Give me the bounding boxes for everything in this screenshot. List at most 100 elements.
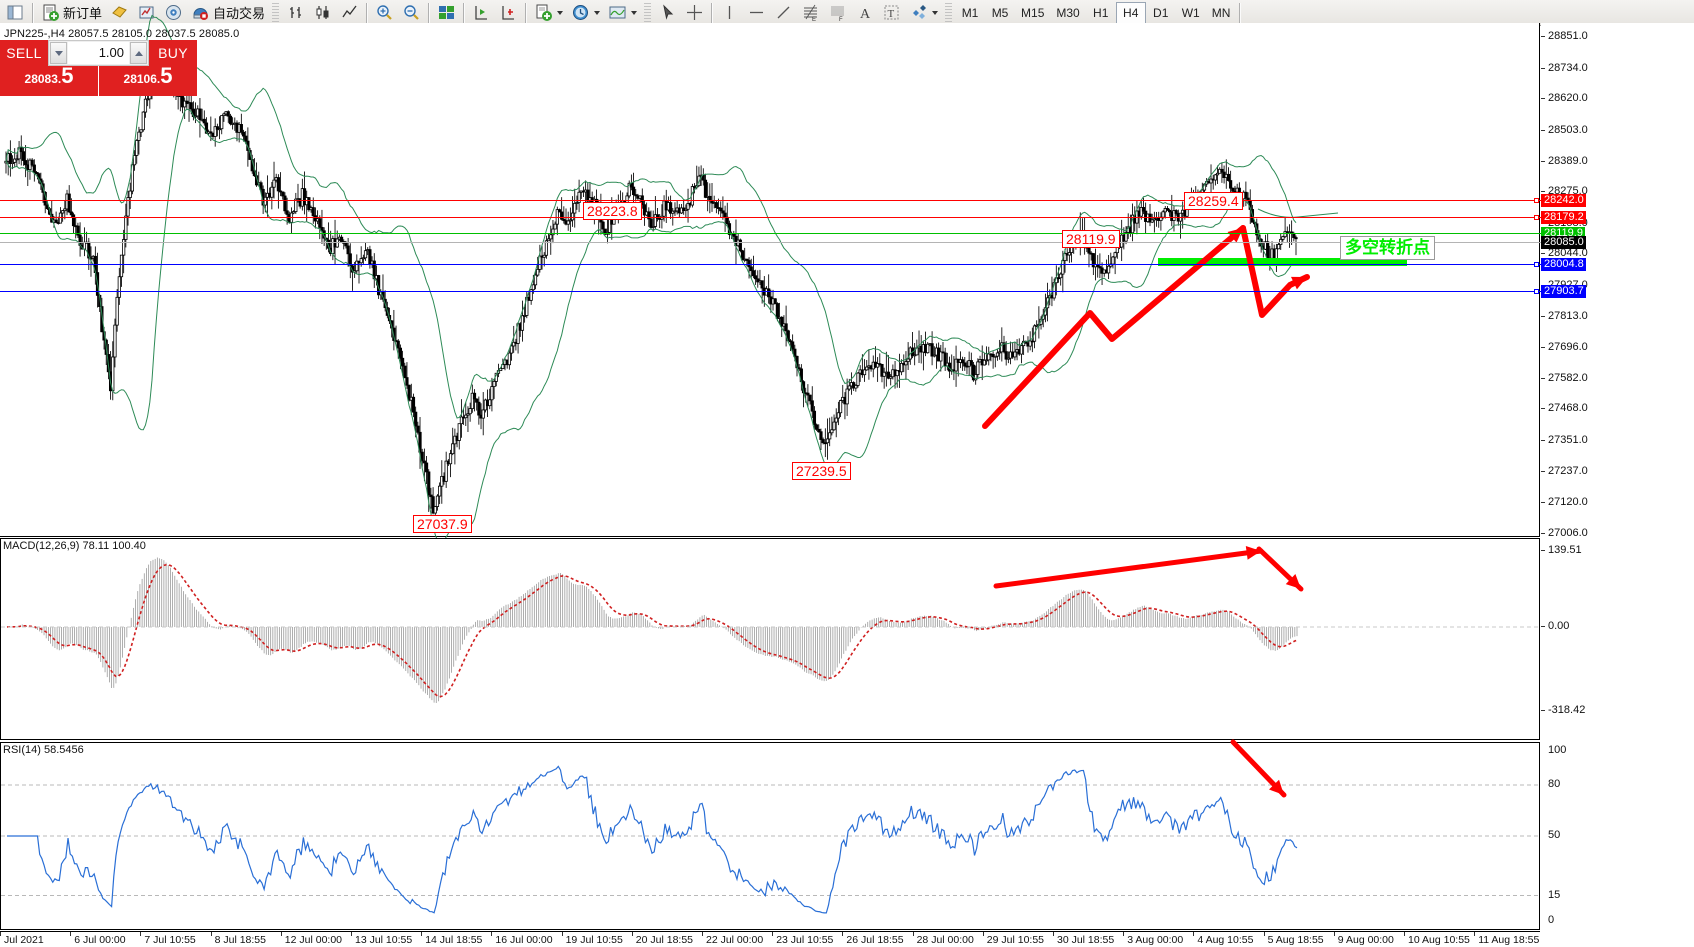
text-label-button[interactable]: A xyxy=(851,1,878,25)
new-order-button[interactable]: 新订单 xyxy=(37,1,106,25)
shapes-button[interactable] xyxy=(905,1,942,25)
macd-tick: 0.00 xyxy=(1541,620,1569,632)
level-anchor-handle[interactable] xyxy=(1534,198,1539,204)
grid-button[interactable] xyxy=(433,1,460,25)
timeframe-m15[interactable]: M15 xyxy=(1021,5,1045,20)
zoom-in-button[interactable] xyxy=(371,1,398,25)
toolbar-grip[interactable] xyxy=(272,2,280,23)
channel-button[interactable]: F xyxy=(824,1,851,25)
autotrading-icon xyxy=(191,3,210,22)
price-level-line[interactable] xyxy=(0,200,1541,202)
horizontal-line-button[interactable] xyxy=(743,1,770,25)
volume-decrement-button[interactable] xyxy=(50,42,67,64)
timeframe-m1[interactable]: M1 xyxy=(961,5,979,20)
volume-stepper[interactable]: 1.00 xyxy=(48,40,149,66)
fibonacci-button[interactable]: E xyxy=(797,1,824,25)
chevron-down-icon-3[interactable] xyxy=(631,10,638,15)
templates-button[interactable] xyxy=(604,1,641,25)
chart-price-annotation[interactable]: 28259.4 xyxy=(1184,192,1243,210)
period-button[interactable] xyxy=(567,1,604,25)
macd-uptrend-arrow[interactable] xyxy=(993,545,1264,589)
main-toolbar[interactable]: 新订单 自动交易 xyxy=(0,0,1694,26)
autotrading-button[interactable]: 自动交易 xyxy=(187,1,269,25)
timeframe-mn[interactable]: MN xyxy=(1211,5,1231,20)
zoom-out-button[interactable] xyxy=(398,1,425,25)
indicators-button[interactable] xyxy=(530,1,567,25)
price-tick: 27351.0 xyxy=(1541,434,1588,446)
volume-input[interactable]: 1.00 xyxy=(68,42,129,64)
chevron-down-icon-2[interactable] xyxy=(594,10,601,15)
clock-icon xyxy=(571,3,590,22)
timeframe-h1[interactable]: H1 xyxy=(1093,5,1109,20)
chart-note-label[interactable]: 多空转折点 xyxy=(1340,236,1435,260)
buy-price-display[interactable]: 28106 . 5 xyxy=(99,65,197,96)
price-axis[interactable]: 28851.0 28734.0 28620.0 28503.0 28389.0 28275… xyxy=(1541,23,1694,539)
trendline-button[interactable] xyxy=(770,1,797,25)
chart-price-annotation[interactable]: 28119.9 xyxy=(1062,230,1120,248)
shift-start-button[interactable] xyxy=(495,1,522,25)
price-tick-label: 27006.0 xyxy=(1548,526,1588,539)
macd-downturn-arrow[interactable] xyxy=(1256,546,1304,592)
chevron-down-icon[interactable] xyxy=(557,10,564,15)
level-anchor-handle[interactable] xyxy=(1534,214,1539,220)
signals-button[interactable] xyxy=(160,1,187,25)
chart-price-annotation[interactable]: 27239.5 xyxy=(792,462,851,480)
vertical-line-button[interactable] xyxy=(716,1,743,25)
level-anchor-handle[interactable] xyxy=(1534,261,1539,267)
price-level-line[interactable] xyxy=(0,263,1541,265)
macd-tick-label: 0.00 xyxy=(1548,620,1570,632)
timeframe-h4[interactable]: H4 xyxy=(1115,1,1146,24)
sell-button[interactable]: SELL xyxy=(0,40,48,66)
reversal-arrow[interactable] xyxy=(1240,225,1310,318)
timeframe-m5[interactable]: M5 xyxy=(991,5,1009,20)
rsi-downturn-arrow[interactable] xyxy=(1230,739,1287,798)
sidebar-toggle-icon[interactable] xyxy=(2,1,29,25)
cursor-button[interactable] xyxy=(654,1,681,25)
time-axis-label: 14 Jul 18:55 xyxy=(425,934,483,946)
text-box-button[interactable]: T xyxy=(878,1,905,25)
price-chart-pane[interactable] xyxy=(0,14,1540,543)
rsi-tick-label: 15 xyxy=(1548,888,1561,901)
crosshair-button[interactable] xyxy=(681,1,708,25)
price-level-line[interactable] xyxy=(0,291,1541,293)
chart-price-annotation[interactable]: 27037.9 xyxy=(413,515,472,533)
macd-axis[interactable]: 139.51 0.00 -318.42 xyxy=(1541,538,1694,740)
rsi-pane[interactable]: RSI(14) 58.5456 xyxy=(0,739,1540,930)
toolbar-separator-3 xyxy=(428,2,431,23)
price-level-line[interactable] xyxy=(0,216,1541,218)
time-axis[interactable]: Jul 2021 6 Jul 00:00 7 Jul 10:55 8 Jul 18:5… xyxy=(0,931,1540,947)
timeframe-group[interactable]: M1 M5 M15 M30 H1 H4 D1 W1 MN xyxy=(955,1,1236,24)
macd-pane[interactable]: MACD(12,26,9) 78.11 100.40 xyxy=(0,538,1540,740)
shift-end-button[interactable] xyxy=(468,1,495,25)
price-level-line[interactable] xyxy=(0,232,1541,234)
chart-price-annotation[interactable]: 28223.8 xyxy=(583,202,642,220)
expert-advisor-button[interactable] xyxy=(106,1,133,25)
bar-chart-button[interactable] xyxy=(282,1,309,25)
toolbar-separator-7 xyxy=(1239,2,1242,23)
toolbar-grip-3[interactable] xyxy=(945,2,953,23)
candlestick-chart-button[interactable] xyxy=(309,1,336,25)
buy-button[interactable]: BUY xyxy=(149,40,197,66)
timeframe-d1[interactable]: D1 xyxy=(1153,5,1169,20)
price-level-tag[interactable]: 28004.8 xyxy=(1541,257,1586,271)
line-chart-button[interactable] xyxy=(336,1,363,25)
timeframe-m30[interactable]: M30 xyxy=(1056,5,1080,20)
price-level-tag[interactable]: 28179.2 xyxy=(1541,210,1586,224)
volume-increment-button[interactable] xyxy=(130,42,147,64)
price-level-line[interactable] xyxy=(0,242,1541,244)
one-click-trading-panel[interactable]: SELL 1.00 BUY 28083 . 5 28106 . 5 xyxy=(0,40,197,96)
time-axis-label: 11 Aug 18:55 xyxy=(1478,934,1540,946)
timeframe-w1[interactable]: W1 xyxy=(1181,5,1200,20)
level-anchor-handle[interactable] xyxy=(1534,289,1539,295)
bullish-trend-arrow[interactable] xyxy=(982,225,1246,429)
chevron-down-icon-4[interactable] xyxy=(932,10,939,15)
sell-price-display[interactable]: 28083 . 5 xyxy=(0,65,98,96)
data-window-button[interactable] xyxy=(133,1,160,25)
time-axis-tick xyxy=(421,932,423,936)
toolbar-grip-2[interactable] xyxy=(644,2,652,23)
price-level-tag[interactable]: 28242.0 xyxy=(1541,194,1586,208)
time-axis-tick xyxy=(982,932,984,936)
rsi-axis[interactable]: 100 80 50 15 0 xyxy=(1541,742,1694,930)
price-level-tag[interactable]: 28085.0 xyxy=(1541,236,1586,250)
price-level-tag[interactable]: 27903.7 xyxy=(1541,285,1586,299)
